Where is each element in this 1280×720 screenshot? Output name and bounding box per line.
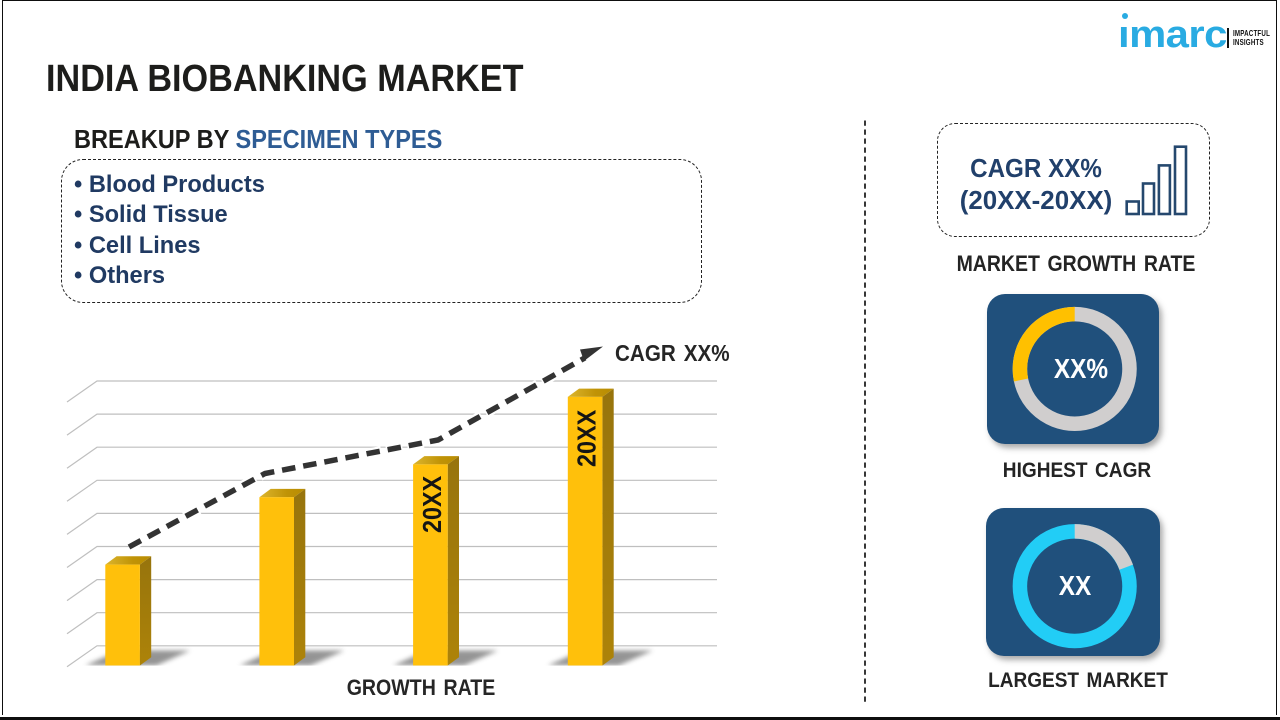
svg-text:20XX: 20XX: [573, 409, 601, 467]
svg-text:20XX: 20XX: [419, 475, 447, 533]
